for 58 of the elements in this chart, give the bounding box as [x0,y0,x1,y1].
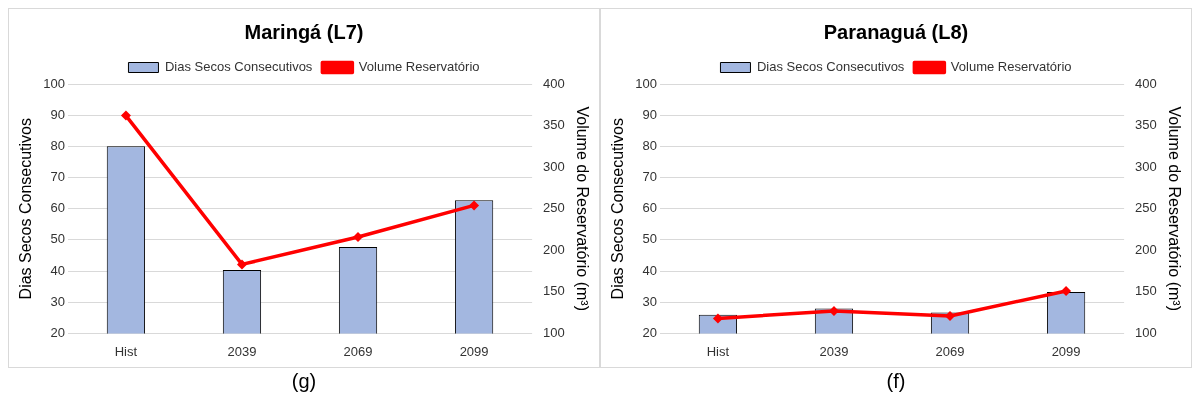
y2-tick-label: 350 [543,117,565,133]
y-tick-label: 20 [642,324,657,340]
y-tick-label: 70 [50,169,65,185]
y-tick-label: 100 [43,75,65,91]
x-tick-label: 2069 [935,343,965,359]
y2-axis-title: Volume do Reservatório (m³) [573,106,591,311]
y-tick-label: 50 [642,231,657,247]
chart-title: Maringá (L7) [244,20,364,43]
y-tick-label: 30 [50,293,65,309]
y-tick-label: 70 [642,169,657,185]
y2-tick-label: 400 [1135,75,1157,91]
y2-tick-label: 250 [543,200,565,216]
y2-tick-label: 400 [543,75,565,91]
legend-label: Dias Secos Consecutivos [756,59,905,75]
point [353,231,364,242]
x-tick-label: Hist [114,343,138,359]
x-tick-label: Hist [706,343,730,359]
point [1061,286,1072,296]
y-axis-title: Dias Secos Consecutivos [17,117,35,300]
y-tick-label: 30 [642,293,657,309]
y2-tick-label: 100 [543,324,565,340]
point [120,110,131,121]
text: (f) [886,370,906,393]
y2-tick-label: 350 [1135,117,1157,133]
y2-axis-title: Volume do Reservatório (m³) [1165,106,1183,311]
y-tick-label: 90 [50,106,65,122]
x-tick-label: 2099 [459,343,489,359]
y-tick-label: 60 [50,200,65,216]
text: (g) [291,370,317,393]
chart-title: Paranaguá (L8) [823,20,969,43]
legend-label: Volume Reservatório [950,59,1072,75]
point [469,200,480,211]
y2-tick-label: 150 [543,283,565,299]
y2-tick-label: 150 [1135,283,1157,299]
y2-tick-label: 200 [1135,241,1157,257]
y2-tick-label: 300 [543,158,565,174]
x-tick-label: 2039 [227,343,257,359]
y-tick-label: 40 [50,262,65,278]
y2-tick-label: 100 [1135,324,1157,340]
y2-tick-label: 250 [1135,200,1157,216]
x-tick-label: 2069 [343,343,373,359]
point [236,259,247,270]
y-tick-label: 20 [50,324,65,340]
legend-label: Dias Secos Consecutivos [164,59,313,75]
y-tick-label: 80 [642,137,657,153]
y2-tick-label: 200 [543,241,565,257]
x-tick-label: 2099 [1051,343,1081,359]
y-axis-title: Dias Secos Consecutivos [609,117,627,300]
y-tick-label: 50 [50,231,65,247]
y-tick-label: 40 [642,262,657,278]
y-tick-label: 60 [642,200,657,216]
legend-label: Volume Reservatório [358,59,480,75]
y-tick-label: 100 [635,75,657,91]
y-tick-label: 90 [642,106,657,122]
y-tick-label: 80 [50,137,65,153]
point [945,310,956,321]
x-tick-label: 2039 [819,343,849,359]
y2-tick-label: 300 [1135,158,1157,174]
